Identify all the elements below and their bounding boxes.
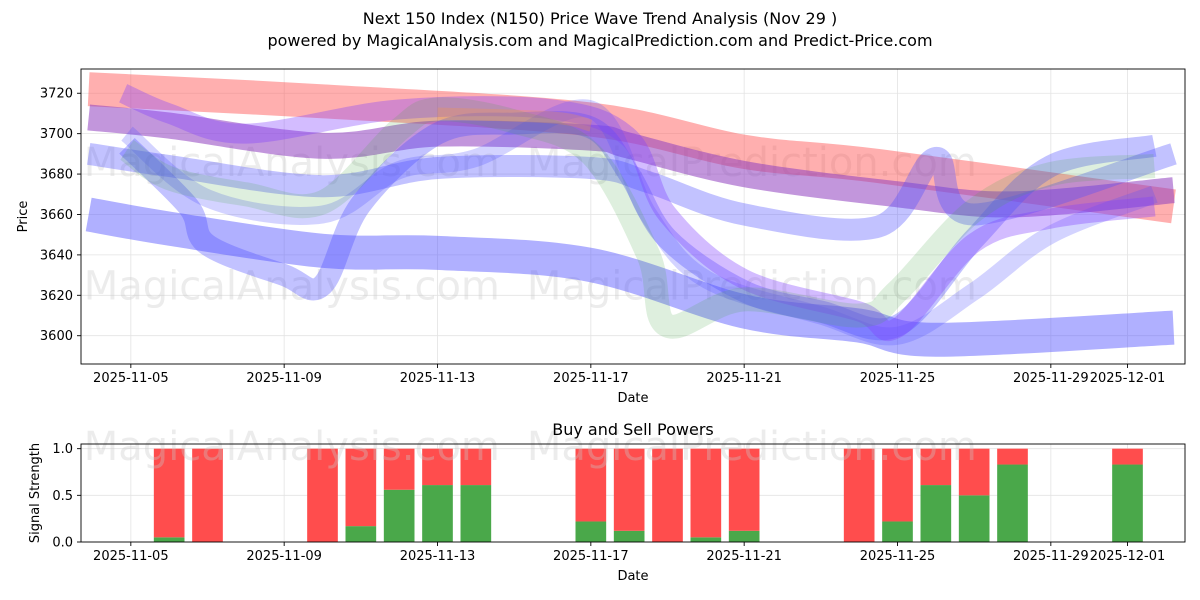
y-axis-label: Price <box>16 201 31 233</box>
price-band-9 <box>437 107 593 132</box>
sell-bar <box>958 448 990 496</box>
price-band-8 <box>119 97 1156 339</box>
y-tick-label: 3600 <box>40 329 73 344</box>
y-tick-label: 0.0 <box>52 536 73 551</box>
sell-bar <box>383 448 415 490</box>
x-tick-label: 2025-12-01 <box>1090 549 1166 564</box>
price-band-1 <box>87 72 1176 224</box>
x-tick-label: 2025-11-25 <box>860 549 936 564</box>
plot-frame <box>80 68 1186 365</box>
sell-bar <box>997 448 1028 465</box>
buy-bar <box>422 485 453 542</box>
chart-subtitle: powered by MagicalAnalysis.com and Magic… <box>267 31 933 50</box>
y-tick-label: 3720 <box>40 87 73 102</box>
x-tick-label: 2025-11-17 <box>553 549 629 564</box>
panel-2 <box>81 444 1185 543</box>
x-tick-label: 2025-11-05 <box>93 549 169 564</box>
y-tick-label: 3700 <box>40 127 73 142</box>
y-tick-label: 3640 <box>40 248 73 263</box>
sell-bar <box>575 448 607 522</box>
x-axis-label: Date <box>617 569 648 584</box>
axes-1: 2025-11-05 2025-11-09 2025-11-13 2025-11-17… <box>16 68 1186 406</box>
price-band-6 <box>121 99 1158 346</box>
sell-bar <box>153 448 185 538</box>
sell-bar <box>613 448 645 531</box>
buy-bar <box>460 485 492 542</box>
price-band-2 <box>87 104 1175 218</box>
buy-bar <box>345 526 377 542</box>
buy-bar <box>613 530 645 542</box>
watermark-text: MagicalAnalysis.com <box>84 424 500 470</box>
price-band-5 <box>119 111 1157 341</box>
x-tick-label: 2025-11-21 <box>706 371 782 386</box>
x-tick-label: 2025-11-09 <box>246 371 322 386</box>
y-tick-label: 0.5 <box>52 489 73 504</box>
sell-bar <box>192 448 223 542</box>
buy-bar <box>958 495 990 542</box>
sell-bar <box>690 448 722 538</box>
x-tick-label: 2025-11-17 <box>553 371 629 386</box>
sell-bar <box>652 448 683 542</box>
x-axis-label: Date <box>617 391 648 406</box>
x-tick-label: 2025-11-13 <box>400 371 476 386</box>
watermark-text: MagicalAnalysis.com <box>84 263 500 309</box>
panel-title: Buy and Sell Powers <box>552 420 714 439</box>
buy-bar <box>690 537 722 542</box>
sell-bar <box>307 448 338 542</box>
x-tick-label: 2025-11-05 <box>93 371 169 386</box>
x-tick-label: 2025-12-01 <box>1090 371 1166 386</box>
y-axis-label: Signal Strength <box>28 443 43 543</box>
buy-bar <box>728 530 760 542</box>
x-tick-label: 2025-11-09 <box>246 549 322 564</box>
sell-bar <box>728 448 760 531</box>
buy-bar <box>383 489 415 542</box>
buy-bar <box>882 521 913 542</box>
sell-bar <box>422 448 453 486</box>
x-tick-label: 2025-11-21 <box>706 549 782 564</box>
buy-bar <box>153 537 185 542</box>
buy-bar <box>1112 464 1143 542</box>
x-tick-label: 2025-11-25 <box>860 371 936 386</box>
sell-bar <box>345 448 377 527</box>
price-band-7 <box>118 84 1156 341</box>
x-tick-label: 2025-11-13 <box>400 549 476 564</box>
sell-bar <box>882 448 913 522</box>
sell-bar <box>460 448 492 486</box>
buy-bar <box>997 464 1028 542</box>
sell-bar <box>843 448 875 542</box>
price-band-3 <box>85 197 1175 357</box>
buy-bar <box>575 521 607 542</box>
watermark-text: MagicalPrediction.com <box>527 263 977 309</box>
sell-bar <box>920 448 952 486</box>
chart-title: Next 150 Index (N150) Price Wave Trend A… <box>362 9 838 28</box>
y-tick-label: 3680 <box>40 168 73 183</box>
price-bands <box>85 72 1177 357</box>
price-band-4 <box>87 142 1177 241</box>
watermark-text: MagicalPrediction.com <box>527 424 977 470</box>
buy-bar <box>920 485 952 542</box>
axes-2: 2025-11-05 2025-11-09 2025-11-13 2025-11-17… <box>28 420 1186 584</box>
y-tick-label: 3620 <box>40 289 73 304</box>
y-tick-label: 3660 <box>40 208 73 223</box>
x-tick-label: 2025-11-29 <box>1013 549 1089 564</box>
plot-frame <box>80 443 1186 543</box>
x-tick-label: 2025-11-29 <box>1013 371 1089 386</box>
sell-bar <box>1112 448 1143 465</box>
y-tick-label: 1.0 <box>52 442 73 457</box>
